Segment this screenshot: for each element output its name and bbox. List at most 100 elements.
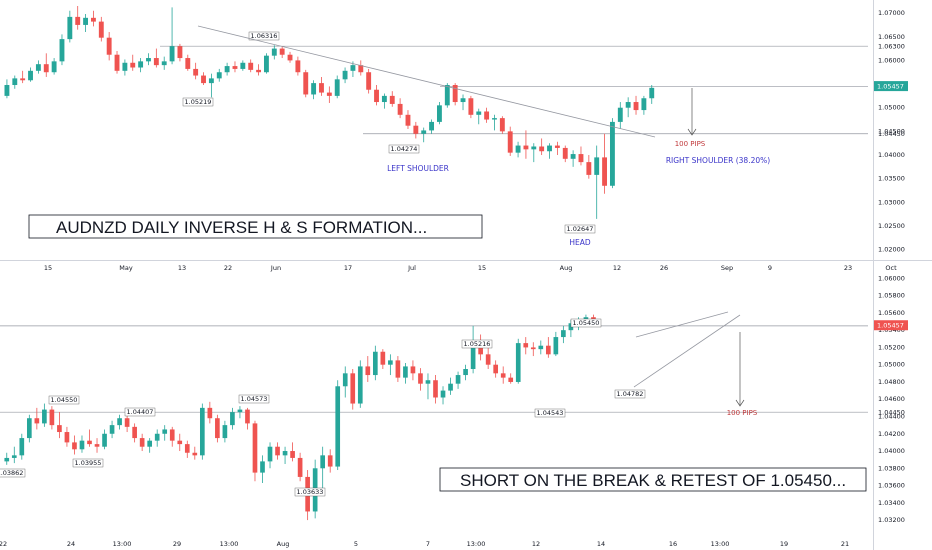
- candle-body: [410, 366, 416, 374]
- candle-body: [162, 429, 168, 434]
- candle-body: [311, 83, 317, 95]
- candle-body: [109, 425, 115, 434]
- short-banner-text: SHORT ON THE BREAK & RETEST OF 1.05450..…: [460, 471, 846, 490]
- candle-body: [358, 65, 364, 73]
- x-tick-label: 7: [426, 540, 430, 548]
- price-callout-box: [564, 224, 596, 234]
- price-callout-box: [534, 408, 566, 418]
- candle-body: [381, 95, 387, 103]
- candle-body: [139, 438, 145, 447]
- candle-body: [433, 380, 438, 398]
- candle-body: [460, 98, 466, 103]
- candle-body: [161, 61, 167, 66]
- y-tick-label: 1.07000: [878, 9, 905, 17]
- candle-body: [4, 457, 10, 462]
- neckline-trendline: [197, 25, 656, 138]
- x-tick-label: 12: [613, 264, 621, 272]
- candle-body: [19, 438, 25, 456]
- x-tick-label: May: [119, 264, 133, 272]
- candle-body: [641, 98, 647, 111]
- candle-body: [43, 64, 49, 73]
- x-tick-label: 16: [669, 540, 677, 548]
- price-callout-label: 1.03955: [75, 459, 102, 467]
- candle-body: [440, 390, 446, 398]
- candle-body: [240, 62, 246, 69]
- candle-body: [515, 145, 521, 153]
- x-tick-label: 17: [344, 264, 352, 272]
- x-tick-label: 23: [844, 264, 852, 272]
- candle-body: [75, 16, 81, 25]
- candle-body: [130, 62, 136, 68]
- candle-body: [263, 55, 269, 73]
- x-tick-label: Jun: [270, 264, 281, 272]
- price-callout-box: [294, 487, 326, 497]
- intraday-chart-panel: 1.060001.058001.056001.054001.052001.050…: [0, 274, 908, 548]
- candle-body: [192, 452, 198, 456]
- price-callout-label: 1.05219: [185, 98, 212, 106]
- candle-body: [335, 386, 341, 467]
- x-tick-label: 15: [44, 264, 52, 272]
- candle-body: [42, 409, 47, 424]
- y-tick-label: 1.04200: [878, 430, 905, 438]
- candle-body: [470, 340, 476, 370]
- candle-body: [260, 461, 265, 473]
- x-tick-label: 13:00: [220, 540, 239, 548]
- x-tick-label: Aug: [277, 540, 290, 548]
- y-tick-label: 1.03600: [878, 482, 905, 490]
- candle-body: [295, 60, 301, 73]
- candle-body: [222, 425, 228, 439]
- candle-body: [106, 37, 112, 55]
- candle-body: [248, 62, 254, 70]
- candle-body: [327, 455, 333, 467]
- candle-body: [436, 105, 442, 122]
- x-tick-label: 22: [224, 264, 232, 272]
- price-callout-label: 1.04550: [51, 396, 78, 404]
- candle-body: [64, 432, 70, 443]
- candle-body: [418, 373, 423, 384]
- candle-body: [649, 87, 655, 99]
- price-level-label: 1.04450: [878, 130, 905, 138]
- candle-body: [177, 440, 183, 445]
- candle-body: [357, 366, 363, 404]
- price-callout-label: 1.04407: [127, 408, 154, 416]
- candle-body: [342, 373, 348, 387]
- wedge-lower-line: [633, 314, 741, 388]
- x-tick-label: 13:00: [113, 540, 132, 548]
- candle-body: [185, 58, 191, 69]
- candle-body: [232, 66, 238, 69]
- candle-body: [493, 364, 499, 374]
- y-tick-label: 1.05200: [878, 343, 905, 351]
- price-callout-box: [570, 318, 602, 328]
- candle-body: [425, 380, 431, 384]
- target-arrow-head: [687, 128, 697, 136]
- candle-body: [11, 455, 17, 458]
- candle-body: [455, 375, 461, 384]
- candle-body: [124, 418, 130, 427]
- candle-body: [146, 58, 151, 62]
- candle-body: [79, 440, 85, 450]
- candle-body: [538, 345, 544, 350]
- candle-body: [72, 442, 77, 450]
- last-price-label: 1.05457: [877, 83, 904, 91]
- price-callout-label: 1.06316: [251, 32, 278, 40]
- price-callout-label: 1.05216: [464, 340, 491, 348]
- candle-body: [602, 157, 608, 186]
- candle-body: [421, 130, 427, 134]
- price-callout-box: [72, 458, 104, 468]
- candle-body: [463, 369, 468, 376]
- price-callout-box: [238, 394, 270, 404]
- candle-body: [216, 72, 222, 79]
- candle-body: [594, 157, 600, 175]
- candle-body: [256, 69, 262, 73]
- candle-body: [320, 455, 326, 469]
- candle-body: [169, 46, 175, 62]
- bottom-pips-label: 100 PIPS: [727, 409, 758, 417]
- candle-body: [279, 48, 285, 55]
- top-pips-label: 100 PIPS: [675, 140, 706, 148]
- candle-body: [397, 103, 403, 115]
- price-level-label: 1.06300: [878, 43, 905, 51]
- candle-body: [267, 446, 273, 462]
- x-tick-label: 14: [597, 540, 605, 548]
- candle-body: [350, 373, 356, 404]
